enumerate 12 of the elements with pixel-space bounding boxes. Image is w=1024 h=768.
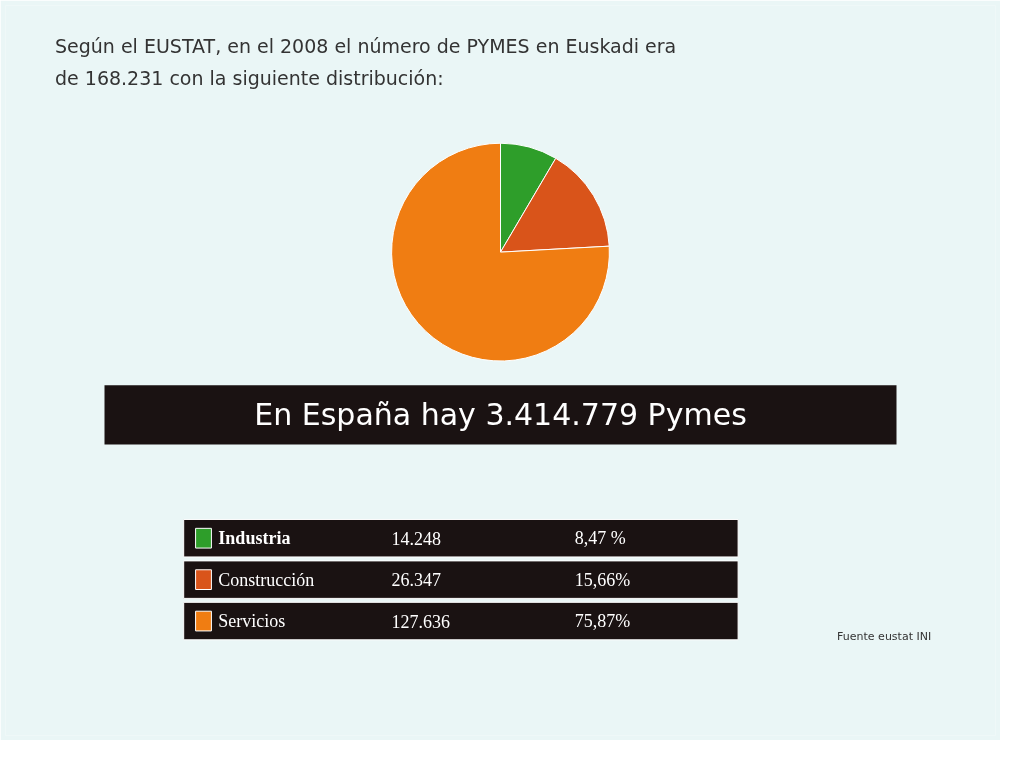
legend-label: Servicios [218, 611, 286, 632]
data-label: 75,87% [574, 611, 631, 632]
data-label: 15,66% [574, 569, 631, 590]
text: En España hay 3.414.779 Pymes [254, 397, 747, 433]
legend-label: Construcción [218, 569, 315, 590]
text: 14.248 [391, 528, 442, 549]
data-label: 8,47 % [574, 528, 626, 549]
text: 26.347 [391, 570, 442, 591]
chart-title: Según el EUSTAT, en el 2008 el número de PYMES en Euskadi era de 168.231 con la siguiente distribución: [55, 35, 677, 89]
text: 127.636 [391, 611, 451, 632]
source-note: Fuente eustat INI [837, 630, 932, 644]
legend-label: Industria [218, 528, 291, 549]
